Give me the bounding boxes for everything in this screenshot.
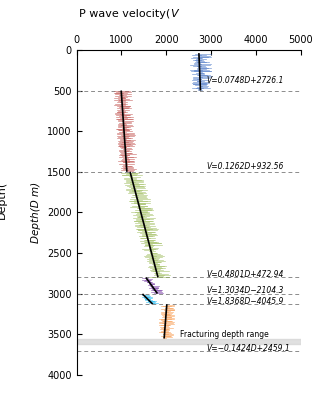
Text: V=−0.1424D+2459.1: V=−0.1424D+2459.1 [207, 344, 290, 354]
Text: V=0.0748D+2726.1: V=0.0748D+2726.1 [207, 76, 284, 85]
Text: V=1.8368D−4045.9: V=1.8368D−4045.9 [207, 296, 284, 306]
Text: V=0.1262D+932.56: V=0.1262D+932.56 [207, 162, 284, 172]
Text: Depth(: Depth( [0, 181, 7, 219]
Text: V=1.3034D−2104.3: V=1.3034D−2104.3 [207, 286, 284, 295]
Text: Fracturing depth range: Fracturing depth range [180, 330, 268, 339]
Text: V=0.4801D+472.94: V=0.4801D+472.94 [207, 270, 284, 279]
Y-axis label: Depth(D m): Depth(D m) [31, 182, 41, 243]
Bar [76, 339, 301, 344]
Text: V: V [171, 9, 178, 19]
Text: P wave velocity(: P wave velocity( [79, 9, 171, 19]
